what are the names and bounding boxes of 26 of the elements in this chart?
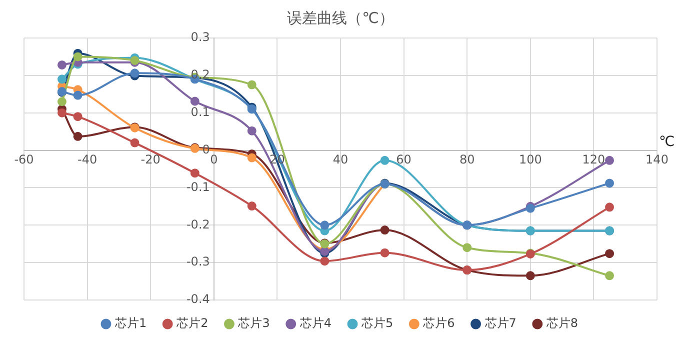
legend-label: 芯片6 <box>422 316 455 330</box>
y-tick-label: 0.1 <box>190 104 210 119</box>
x-tick-label: 140 <box>646 152 668 166</box>
x-tick-label: 40 <box>332 152 348 166</box>
y-tick-label: 0.3 <box>190 30 210 44</box>
y-tick-label: -0.2 <box>186 217 210 232</box>
y-tick-label: 0 <box>202 142 210 156</box>
legend-label: 芯片7 <box>484 316 516 330</box>
x-tick-label: -20 <box>140 152 160 166</box>
y-tick-label: -0.4 <box>186 292 210 306</box>
x-tick-label: 60 <box>396 152 412 166</box>
x-tick-label: 100 <box>518 152 542 166</box>
legend-label: 芯片8 <box>545 316 578 330</box>
legend-label: 芯片1 <box>114 316 147 330</box>
x-tick-label: -40 <box>77 152 98 166</box>
x-tick-label: -60 <box>14 152 34 166</box>
x-tick-label: 120 <box>582 152 606 166</box>
y-tick-label: -0.3 <box>186 254 210 269</box>
x-axis-title: ℃ <box>659 134 675 150</box>
legend-label: 芯片4 <box>298 316 332 330</box>
legend-label: 芯片5 <box>360 316 394 330</box>
legend-label: 芯片2 <box>176 316 208 330</box>
x-tick-label: 80 <box>459 152 475 166</box>
y-tick-label: -0.1 <box>186 180 210 194</box>
chart-title: 误差曲线（℃） <box>287 8 394 27</box>
legend-label: 芯片3 <box>237 316 270 330</box>
